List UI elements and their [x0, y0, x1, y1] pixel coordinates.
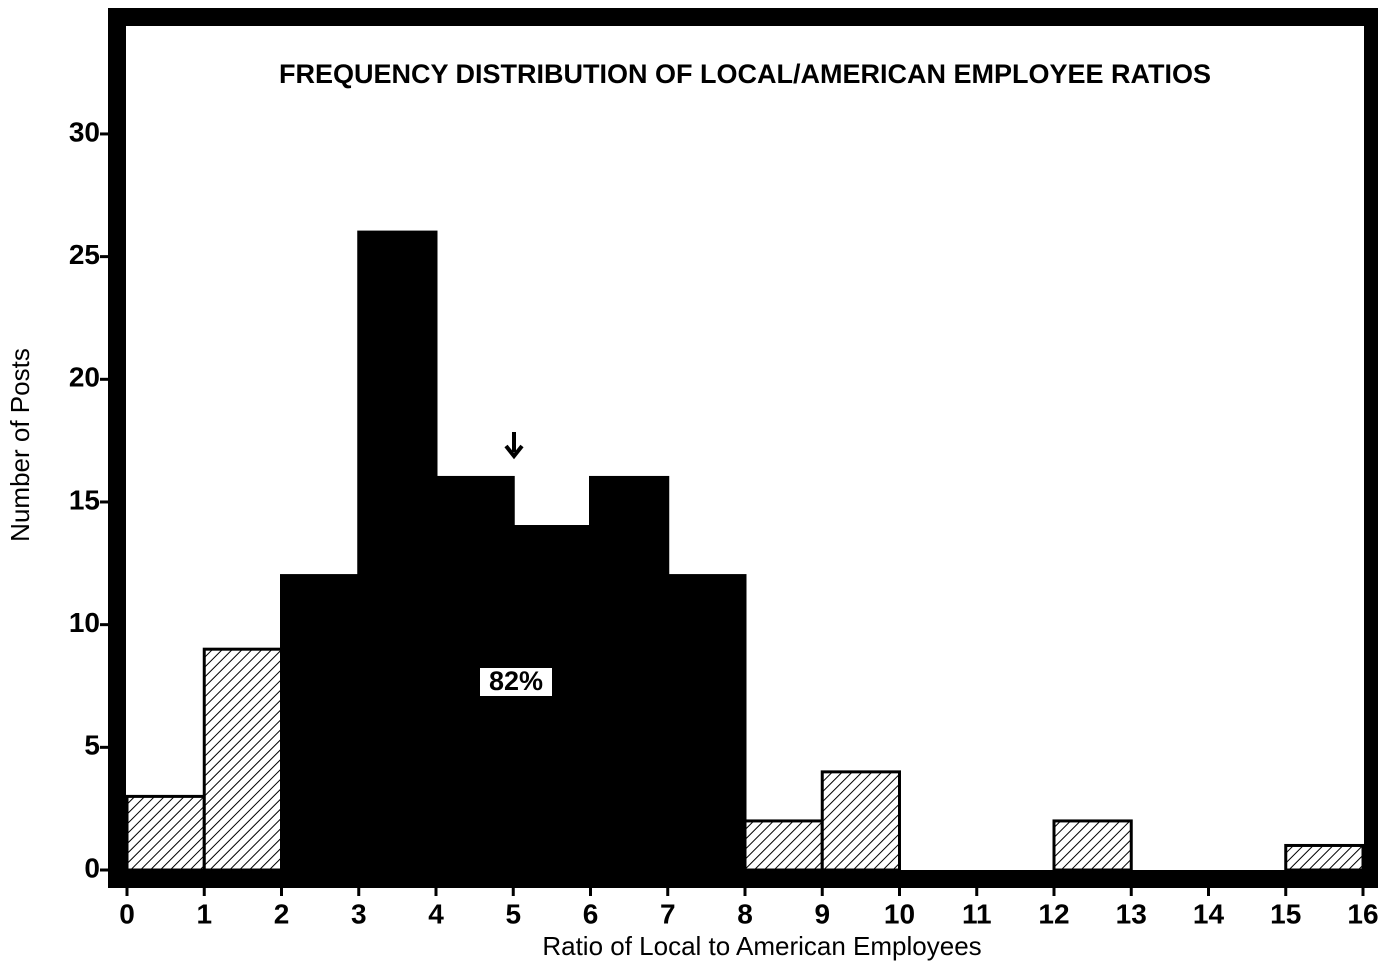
bar [589, 475, 670, 872]
y-tick-label: 30 [69, 116, 100, 147]
y-tick-label: 20 [69, 362, 100, 393]
bar [511, 525, 592, 872]
bar [743, 819, 824, 872]
bar [820, 770, 901, 872]
x-tick-label: 1 [196, 898, 212, 929]
x-tick-label: 13 [1116, 898, 1147, 929]
x-tick-label: 8 [737, 898, 753, 929]
x-tick-label: 11 [962, 898, 992, 929]
x-axis-label: Ratio of Local to American Employees [542, 931, 981, 961]
bar [357, 230, 438, 872]
y-tick-label: 15 [69, 484, 100, 515]
x-tick-label: 4 [428, 898, 444, 929]
x-tick-label: 16 [1347, 898, 1378, 929]
bar [125, 794, 206, 872]
x-tick-label: 3 [351, 898, 367, 929]
bar [202, 647, 283, 872]
y-tick-label: 5 [84, 730, 100, 761]
annotation-box [480, 668, 552, 696]
y-axis-label: Number of Posts [5, 348, 35, 542]
x-tick-label: 2 [274, 898, 290, 929]
x-tick-label: 10 [884, 898, 915, 929]
x-tick-label: 5 [505, 898, 521, 929]
chart-title: FREQUENCY DISTRIBUTION OF LOCAL/AMERICAN… [279, 59, 1211, 89]
y-tick-label: 25 [69, 239, 100, 270]
x-tick-label: 15 [1270, 898, 1301, 929]
bar [666, 574, 747, 872]
arrow [504, 432, 524, 460]
bar [280, 574, 361, 872]
x-tick-label: 9 [814, 898, 830, 929]
bar [1284, 843, 1365, 872]
x-tick-label: 12 [1038, 898, 1069, 929]
y-tick-label: 10 [69, 607, 100, 638]
x-tick-label: 14 [1193, 898, 1225, 929]
y-tick-label: 0 [84, 852, 100, 883]
annotation: 82% [489, 666, 543, 696]
x-tick-label: 7 [660, 898, 676, 929]
x-tick-label: 0 [119, 898, 135, 929]
x-tick-label: 6 [583, 898, 599, 929]
bar [1052, 819, 1133, 872]
